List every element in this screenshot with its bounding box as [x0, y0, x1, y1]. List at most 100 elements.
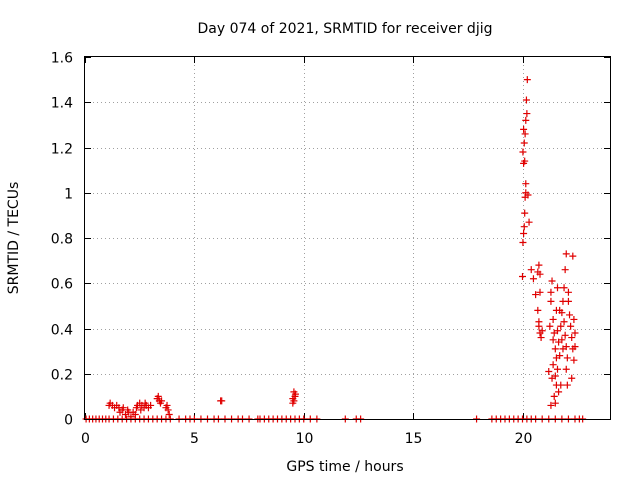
data-point	[163, 401, 171, 409]
data-point	[131, 410, 139, 418]
data-point	[547, 297, 555, 305]
data-point	[119, 404, 127, 412]
data-point	[519, 272, 526, 280]
chart-title: Day 074 of 2021, SRMTID for receiver dji…	[198, 21, 493, 37]
data-point	[520, 223, 528, 231]
data-point	[546, 322, 554, 330]
x-axis-label: GPS time / hours	[286, 459, 403, 475]
data-point	[547, 288, 555, 296]
y-tick-label: 1	[64, 187, 73, 203]
data-point	[570, 356, 578, 364]
x-tick-label: 10	[296, 431, 314, 447]
data-point	[568, 334, 576, 342]
y-tick-label: 0.6	[51, 277, 73, 293]
axis-ticks	[85, 57, 610, 420]
data-point	[552, 381, 560, 389]
data-point	[566, 311, 574, 319]
data-point	[537, 334, 545, 342]
data-point	[556, 306, 564, 314]
data-point	[570, 315, 578, 323]
data-point	[559, 345, 567, 353]
data-point	[522, 180, 530, 188]
data-point	[556, 352, 564, 360]
data-point	[536, 270, 544, 278]
x-tick-label: 20	[515, 431, 533, 447]
data-point	[527, 266, 535, 274]
data-point	[560, 318, 568, 326]
data-point	[561, 331, 569, 339]
data-point	[520, 125, 528, 133]
data-point	[521, 130, 529, 138]
data-point	[534, 306, 542, 314]
data-point	[525, 218, 533, 226]
plot-frame	[84, 56, 611, 420]
grid	[85, 57, 610, 419]
data-point	[523, 110, 531, 118]
y-tick-label: 0.4	[51, 323, 73, 339]
x-tick-label: 15	[405, 431, 423, 447]
tick-labels: 0 5 10 15 20 0 0.2 0.4 0.6 0.8 1 1.2 1.4 1.6	[51, 51, 533, 448]
data-point	[563, 354, 571, 362]
data-point	[551, 399, 559, 407]
data-point	[551, 345, 559, 353]
data-point	[547, 401, 555, 409]
data-point	[158, 397, 166, 405]
data-points	[82, 76, 587, 423]
data-point	[291, 390, 299, 398]
data-point	[523, 76, 531, 84]
data-point	[154, 392, 162, 400]
data-point	[289, 399, 297, 407]
y-tick-label: 0	[64, 413, 73, 429]
data-point	[564, 288, 572, 296]
data-point	[549, 315, 557, 323]
data-point	[554, 365, 561, 373]
data-point	[522, 116, 530, 124]
data-point	[165, 410, 173, 418]
x-tick-label: 5	[190, 431, 199, 447]
data-point	[218, 397, 226, 405]
data-point	[554, 284, 561, 292]
data-point	[550, 392, 558, 400]
y-tick-label: 0.2	[51, 368, 73, 384]
data-point	[563, 381, 571, 389]
data-point	[521, 157, 529, 165]
data-point	[519, 148, 527, 156]
data-point	[567, 322, 575, 330]
data-point	[520, 139, 528, 147]
y-tick-label: 1.4	[51, 96, 73, 112]
data-point	[569, 252, 577, 260]
data-point	[524, 191, 532, 199]
data-point	[555, 388, 563, 396]
data-point	[535, 318, 543, 326]
data-point	[551, 372, 559, 380]
data-point	[548, 277, 556, 285]
data-point	[562, 250, 570, 258]
data-point	[522, 96, 530, 104]
data-point	[147, 401, 155, 409]
data-point	[549, 361, 557, 369]
data-point	[545, 367, 553, 375]
y-tick-label: 1.6	[51, 51, 73, 67]
data-point	[520, 229, 528, 237]
y-tick-label: 0.8	[51, 232, 73, 248]
data-point	[521, 209, 529, 217]
data-point	[561, 266, 569, 274]
data-point	[549, 336, 557, 344]
data-point	[554, 327, 561, 335]
data-point	[560, 284, 568, 292]
data-point	[558, 336, 566, 344]
data-point	[564, 297, 572, 305]
data-point	[538, 327, 546, 335]
data-point	[562, 365, 570, 373]
x-tick-label: 0	[81, 431, 90, 447]
data-point	[568, 374, 576, 382]
data-point	[529, 275, 537, 283]
data-point	[519, 239, 527, 247]
data-point	[164, 406, 172, 414]
data-point	[571, 343, 579, 351]
y-tick-label: 1.2	[51, 142, 73, 158]
data-point	[535, 261, 543, 269]
data-point	[557, 322, 565, 330]
data-point	[536, 288, 544, 296]
